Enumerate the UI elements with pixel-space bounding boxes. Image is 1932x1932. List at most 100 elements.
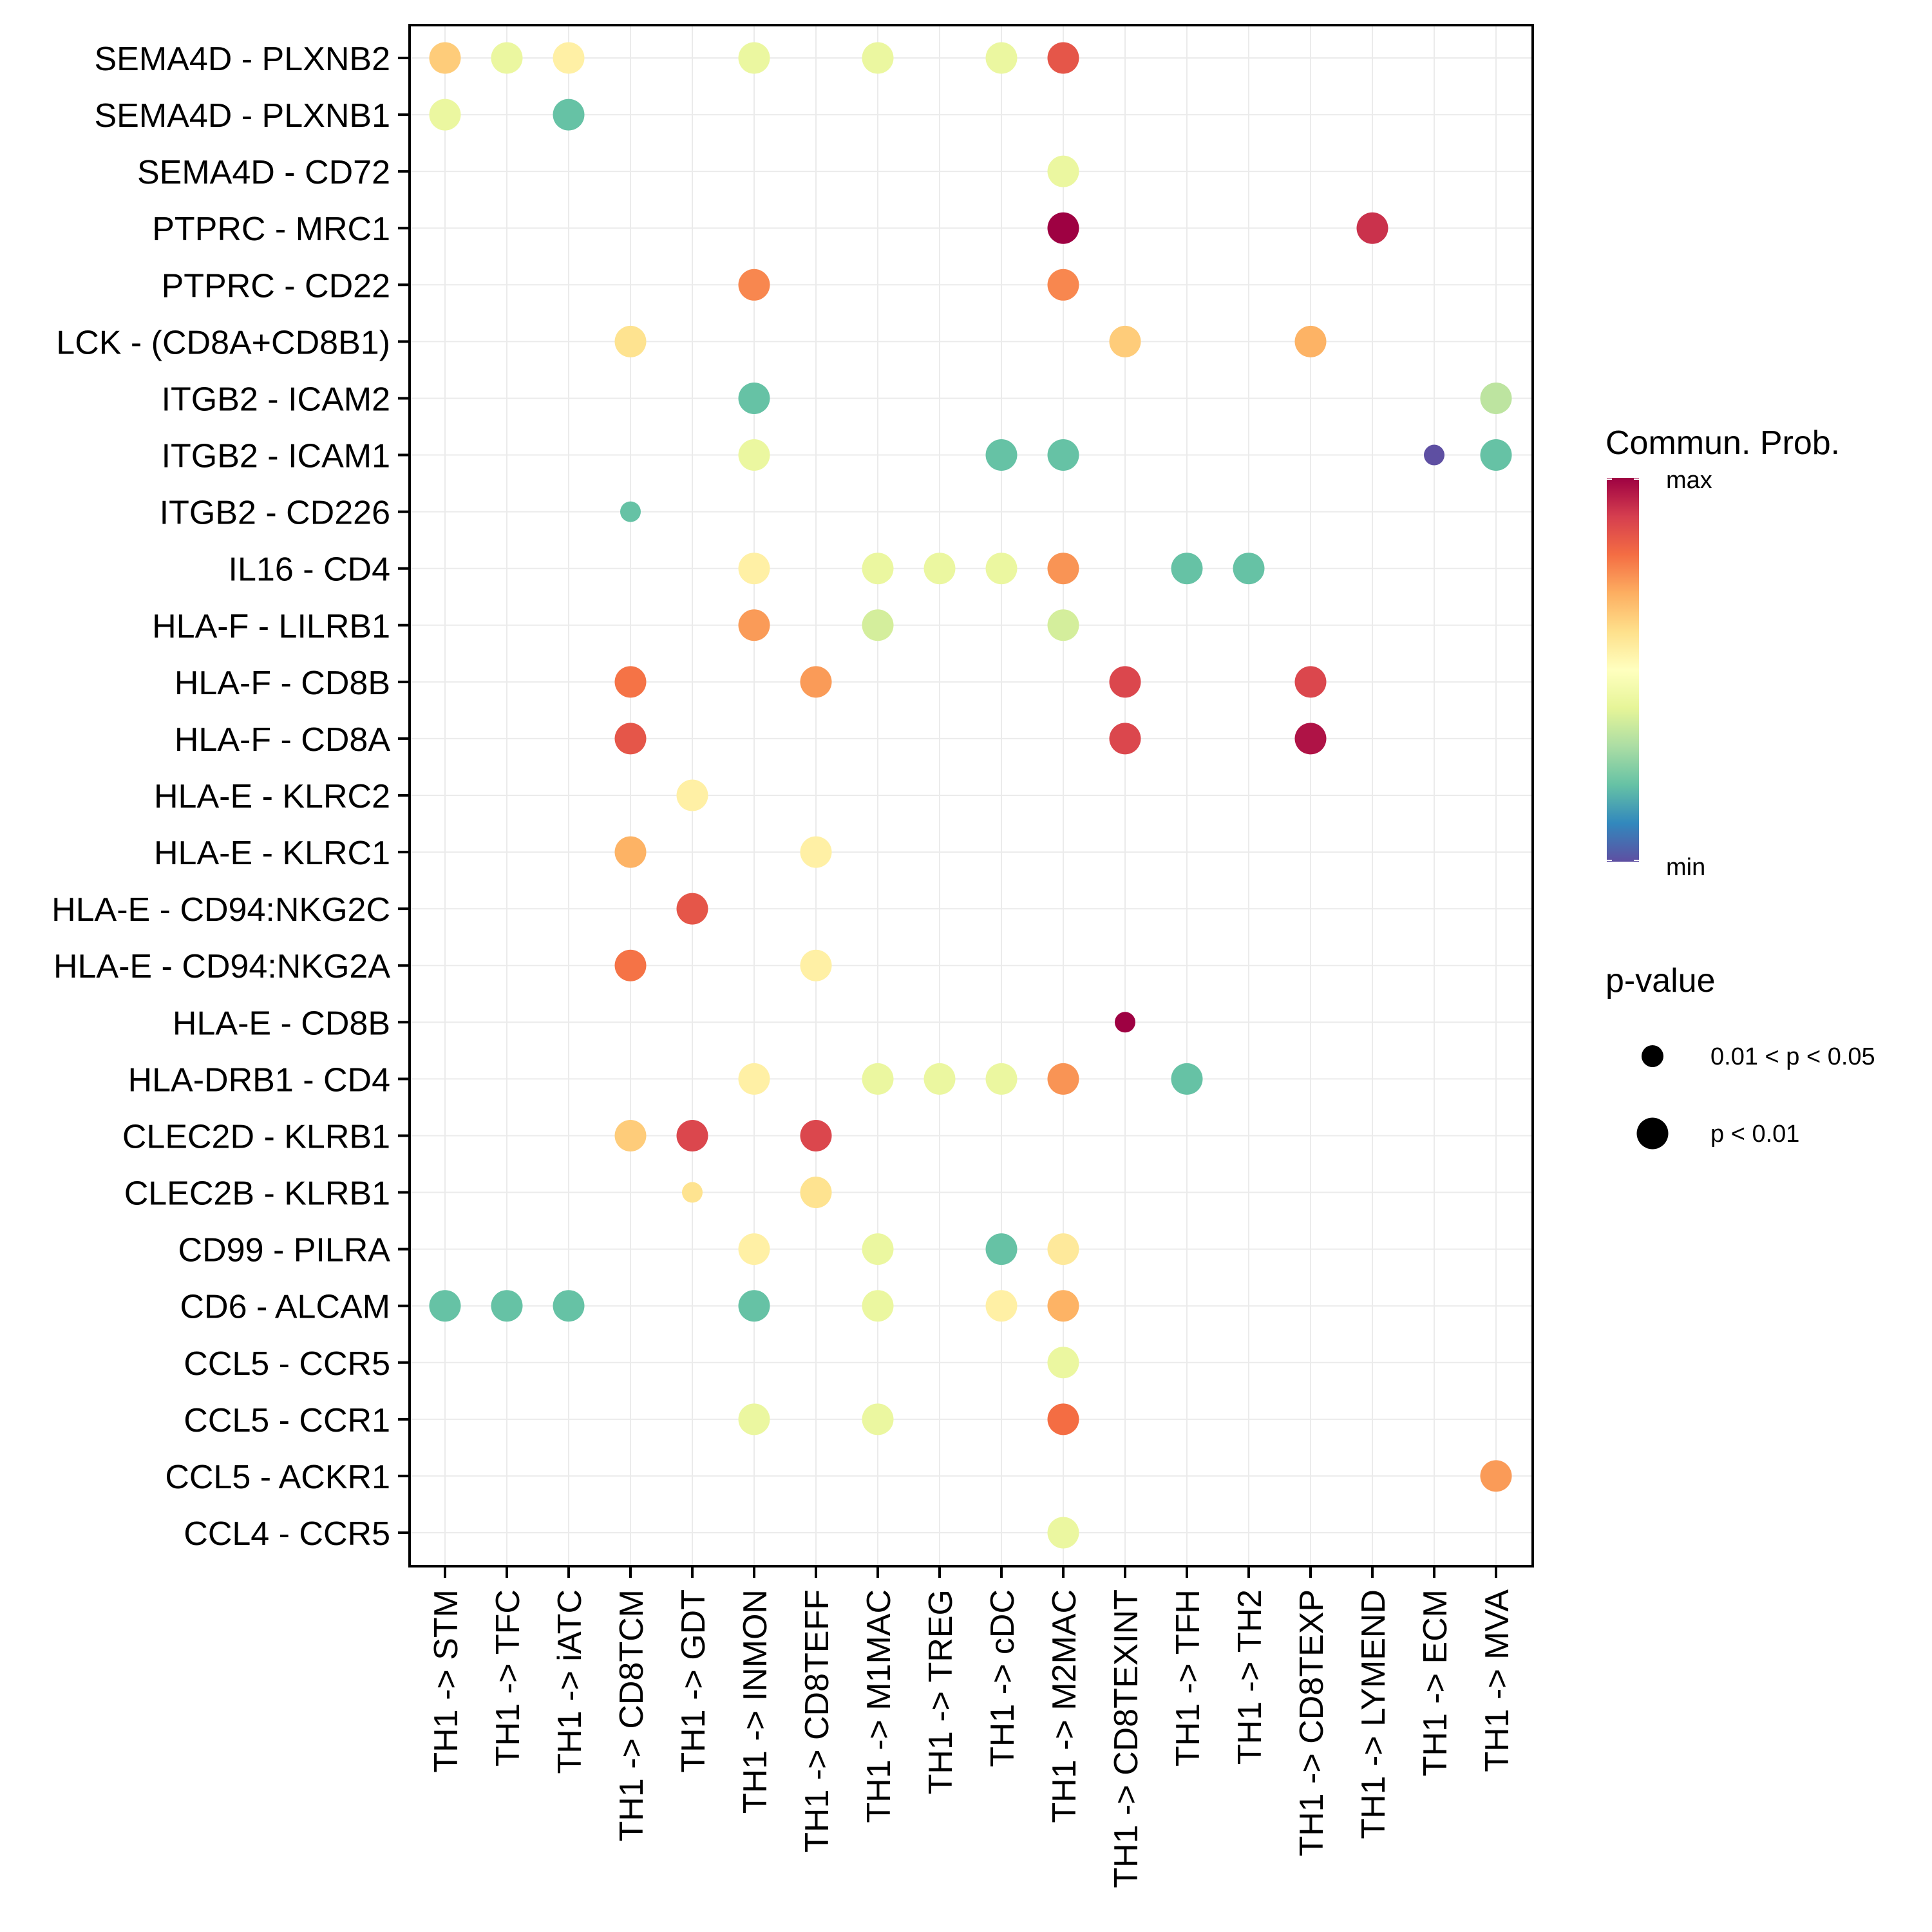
data-point [1480, 382, 1512, 414]
data-point [985, 42, 1018, 74]
data-point [985, 1233, 1018, 1265]
y-tick-label: CLEC2D - KLRB1 [122, 1118, 390, 1155]
y-tick-label: HLA-F - CD8B [175, 665, 390, 702]
y-tick-label: PTPRC - CD22 [162, 267, 390, 305]
data-point [1294, 666, 1327, 698]
x-tick-label: TH1 -> LYMEND [1355, 1589, 1392, 1839]
data-point [862, 1063, 894, 1095]
data-point [1480, 439, 1512, 471]
y-tick-label: CLEC2B - KLRB1 [124, 1175, 390, 1213]
data-point [862, 1403, 894, 1435]
x-tick-label: TH1 -> INMON [737, 1589, 774, 1814]
y-tick-label: PTPRC - MRC1 [152, 211, 390, 248]
size-legend-label-large: p < 0.01 [1710, 1121, 1799, 1148]
data-point [862, 42, 894, 74]
data-point [1047, 553, 1079, 585]
x-axis: TH1 -> STM TH1 -> TFC TH1 -> iATC TH1 -> CD… [428, 1566, 1516, 1888]
size-legend-key-large [1636, 1117, 1669, 1150]
data-point [429, 99, 461, 131]
data-point [862, 1290, 894, 1322]
y-tick-label: CCL4 - CCR5 [184, 1515, 390, 1553]
data-point [614, 836, 647, 868]
data-point [738, 1290, 770, 1322]
data-point [738, 382, 770, 414]
size-legend-title: p-value [1605, 962, 1716, 999]
data-point [800, 836, 832, 868]
y-axis: SEMA4D - PLXNB2 SEMA4D - PLXNB1 SEMA4D - C… [52, 41, 410, 1553]
data-point [1294, 723, 1327, 755]
data-point [738, 1403, 770, 1435]
data-point [682, 1182, 703, 1203]
data-point [738, 553, 770, 585]
y-tick-label: SEMA4D - CD72 [137, 154, 390, 191]
data-point [1171, 553, 1203, 585]
y-tick-label: CD99 - PILRA [178, 1232, 391, 1269]
y-tick-label: SEMA4D - PLXNB1 [95, 97, 391, 135]
y-tick-label: CCL5 - ACKR1 [165, 1459, 390, 1496]
colorbar-max-label: max [1666, 467, 1712, 494]
data-point [429, 42, 461, 74]
data-point [1047, 269, 1079, 301]
data-point [1480, 1460, 1512, 1492]
data-point [1047, 155, 1079, 187]
data-point [1047, 42, 1079, 74]
data-point [862, 1233, 894, 1265]
data-point [738, 1233, 770, 1265]
data-point [676, 893, 708, 925]
x-tick-label: TH1 -> cDC [984, 1589, 1021, 1767]
data-point [1047, 1403, 1079, 1435]
y-tick-label: CD6 - ALCAM [180, 1289, 390, 1326]
data-point [985, 553, 1018, 585]
data-point [1047, 1063, 1079, 1095]
x-tick-label: TH1 -> TFC [489, 1589, 527, 1766]
x-tick-label: TH1 -> iATC [551, 1589, 589, 1774]
data-point [614, 949, 647, 981]
data-point [614, 325, 647, 357]
data-point [1233, 553, 1265, 585]
data-point [491, 1290, 523, 1322]
data-point [1294, 325, 1327, 357]
y-tick-label: SEMA4D - PLXNB2 [95, 41, 391, 78]
data-point [985, 439, 1018, 471]
y-tick-label: CCL5 - CCR1 [184, 1402, 390, 1439]
x-tick-label: TH1 -> CD8TEFF [799, 1589, 836, 1853]
size-legend-key-small [1642, 1045, 1663, 1067]
data-point [800, 666, 832, 698]
data-point [676, 779, 708, 811]
x-tick-label: TH1 -> ECM [1417, 1589, 1454, 1776]
data-point [1047, 1290, 1079, 1322]
x-tick-label: TH1 -> STM [428, 1589, 465, 1773]
data-point [553, 42, 585, 74]
data-point [738, 439, 770, 471]
y-tick-label: HLA-DRB1 - CD4 [128, 1061, 390, 1099]
data-point [491, 42, 523, 74]
data-point [738, 609, 770, 641]
y-tick-label: ITGB2 - ICAM2 [162, 381, 390, 418]
data-point [620, 501, 641, 522]
y-tick-label: ITGB2 - CD226 [160, 495, 390, 532]
x-tick-label: TH1 -> M1MAC [860, 1589, 898, 1823]
data-point [738, 269, 770, 301]
data-point [614, 666, 647, 698]
y-tick-label: HLA-E - CD94:NKG2C [52, 891, 390, 929]
colorbar [1607, 478, 1639, 862]
data-point [1171, 1063, 1203, 1095]
data-point [862, 609, 894, 641]
data-point [800, 1119, 832, 1151]
data-point [1109, 666, 1141, 698]
data-points [429, 42, 1512, 1549]
data-point [1356, 212, 1388, 244]
y-tick-label: HLA-E - KLRC2 [154, 778, 390, 815]
color-legend: Commun. Prob. max min [1605, 424, 1840, 881]
data-point [614, 1119, 647, 1151]
y-tick-label: HLA-E - CD8B [173, 1005, 390, 1042]
x-tick-label: TH1 -> CD8TCM [613, 1589, 650, 1841]
x-tick-label: TH1 -> TH2 [1231, 1589, 1269, 1765]
data-point [553, 1290, 585, 1322]
x-tick-label: TH1 -> CD8TEXINT [1108, 1589, 1145, 1888]
data-point [1047, 609, 1079, 641]
data-point [1109, 325, 1141, 357]
colorbar-min-label: min [1666, 854, 1705, 881]
data-point [985, 1063, 1018, 1095]
data-point [862, 553, 894, 585]
